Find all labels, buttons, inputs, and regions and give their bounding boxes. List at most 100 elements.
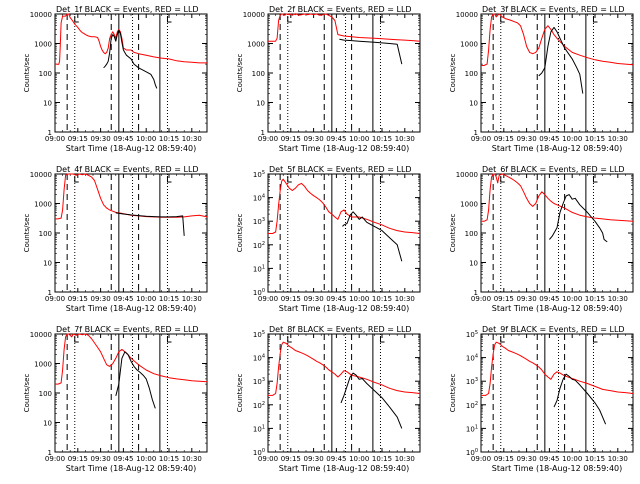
x-axis-label: Start Time (18-Aug-12 08:59:40) [66, 144, 197, 153]
y-axis-label: Counts/sec [236, 374, 244, 413]
lld-series-line [268, 178, 421, 234]
y-tick-label: 10 [469, 260, 478, 268]
chart-title: Det_9f BLACK = Events, RED = LLD [482, 325, 625, 334]
x-tick-label: 09:30 [91, 295, 111, 303]
lld-series-line [55, 333, 208, 385]
x-tick-label: 10:00 [349, 295, 369, 303]
x-tick-label: 10:00 [562, 295, 582, 303]
x-tick-label: 10:15 [372, 295, 392, 303]
chart-title: Det_7f BLACK = Events, RED = LLD [56, 325, 199, 334]
x-tick-label: 10:15 [585, 455, 605, 463]
lld-series-line [481, 341, 634, 396]
y-tick-label: 100 [39, 390, 52, 398]
y-tick-label: 100 [39, 70, 52, 78]
y-tick-label: 103 [466, 377, 478, 386]
chart-title: Det_2f BLACK = Events, RED = LLD [269, 5, 412, 14]
y-tick-label: 100 [39, 230, 52, 238]
y-tick-label: 10000 [456, 171, 478, 179]
bracket-marker [500, 176, 505, 183]
x-tick-label: 10:15 [372, 455, 392, 463]
lld-series-line [55, 13, 207, 65]
y-tick-label: 100 [253, 288, 265, 297]
y-tick-label: 105 [253, 170, 265, 179]
y-axis-label: Counts/sec [449, 374, 457, 413]
y-axis-label: Counts/sec [236, 54, 244, 93]
events-series-line [340, 372, 403, 429]
x-tick-label: 09:15 [68, 135, 88, 143]
bracket-marker [166, 336, 172, 343]
bracket-marker [74, 336, 79, 343]
x-axis-label: Start Time (18-Aug-12 08:59:40) [492, 144, 623, 153]
lld-series-line [481, 173, 634, 222]
bracket-marker [500, 336, 505, 343]
y-tick-label: 101 [253, 424, 265, 433]
x-tick-label: 09:45 [539, 135, 559, 143]
y-tick-label: 104 [466, 354, 478, 363]
y-tick-label: 10 [43, 420, 52, 428]
y-tick-label: 102 [466, 401, 478, 410]
x-tick-label: 09:00 [258, 455, 278, 463]
y-tick-label: 103 [253, 377, 265, 386]
x-tick-label: 09:30 [91, 455, 111, 463]
y-tick-label: 103 [253, 217, 265, 226]
y-axis-label: Counts/sec [449, 214, 457, 253]
x-tick-label: 10:00 [136, 135, 156, 143]
plot-frame [267, 13, 421, 133]
x-tick-label: 09:45 [113, 135, 133, 143]
x-tick-label: 10:15 [372, 135, 392, 143]
plot-frame [480, 333, 634, 453]
x-tick-label: 10:00 [562, 455, 582, 463]
x-tick-label: 09:00 [45, 455, 65, 463]
y-axis-label: Counts/sec [236, 214, 244, 253]
x-tick-label: 09:45 [326, 135, 346, 143]
x-tick-label: 09:30 [517, 455, 537, 463]
y-tick-label: 1 [48, 129, 52, 137]
y-axis-label: Counts/sec [23, 54, 31, 93]
chart-title: Det_1f BLACK = Events, RED = LLD [56, 5, 199, 14]
bracket-marker [379, 176, 385, 183]
x-tick-label: 09:15 [281, 295, 301, 303]
y-tick-label: 101 [253, 264, 265, 273]
y-tick-label: 1 [261, 129, 265, 137]
x-axis-label: Start Time (18-Aug-12 08:59:40) [492, 304, 623, 313]
y-tick-label: 102 [253, 401, 265, 410]
bracket-marker [592, 16, 598, 23]
x-tick-label: 09:30 [517, 295, 537, 303]
x-tick-label: 09:00 [258, 295, 278, 303]
x-axis-label: Start Time (18-Aug-12 08:59:40) [66, 464, 197, 473]
lld-series-line [268, 13, 421, 42]
chart-title: Det_3f BLACK = Events, RED = LLD [482, 5, 625, 14]
y-tick-label: 10000 [243, 11, 265, 19]
x-axis-label: Start Time (18-Aug-12 08:59:40) [492, 464, 623, 473]
x-tick-label: 09:00 [45, 295, 65, 303]
x-tick-label: 10:30 [395, 455, 415, 463]
x-tick-label: 09:30 [304, 295, 324, 303]
plot-frame [267, 333, 421, 453]
y-tick-label: 1000 [34, 361, 52, 369]
bracket-marker [500, 16, 505, 23]
y-tick-label: 1000 [34, 201, 52, 209]
x-tick-label: 09:45 [539, 295, 559, 303]
events-series-line [115, 212, 185, 236]
bracket-marker [592, 336, 598, 343]
events-series-line [553, 373, 607, 425]
bracket-marker [166, 176, 172, 183]
bracket-marker [379, 16, 385, 23]
chart-title: Det_6f BLACK = Events, RED = LLD [482, 165, 625, 174]
events-series-line [115, 351, 156, 409]
y-tick-label: 10000 [30, 11, 52, 19]
x-tick-label: 10:30 [182, 135, 202, 143]
x-tick-label: 09:00 [471, 455, 491, 463]
chart-title: Det_8f BLACK = Events, RED = LLD [269, 325, 412, 334]
x-tick-label: 10:00 [136, 455, 156, 463]
y-axis-label: Counts/sec [23, 374, 31, 413]
events-series-line [103, 29, 158, 89]
y-tick-label: 1000 [460, 41, 478, 49]
x-tick-label: 10:30 [608, 455, 628, 463]
x-tick-label: 09:00 [471, 135, 491, 143]
x-tick-label: 09:30 [91, 135, 111, 143]
y-tick-label: 1000 [247, 41, 265, 49]
x-tick-label: 10:30 [395, 295, 415, 303]
x-tick-label: 09:15 [281, 455, 301, 463]
